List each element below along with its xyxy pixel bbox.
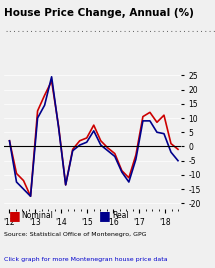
Text: ■: ■ [9,209,20,222]
Text: Source: Statistical Office of Montenegro, GPG: Source: Statistical Office of Montenegro… [4,232,147,237]
Text: House Price Change, Annual (%): House Price Change, Annual (%) [4,8,194,18]
Text: Nominal: Nominal [22,211,53,220]
Text: ■: ■ [99,209,111,222]
Text: Click graph for more Montenegran house price data: Click graph for more Montenegran house p… [4,257,168,262]
Text: Real: Real [112,211,128,220]
Text: ....................................................: ........................................… [4,27,215,33]
